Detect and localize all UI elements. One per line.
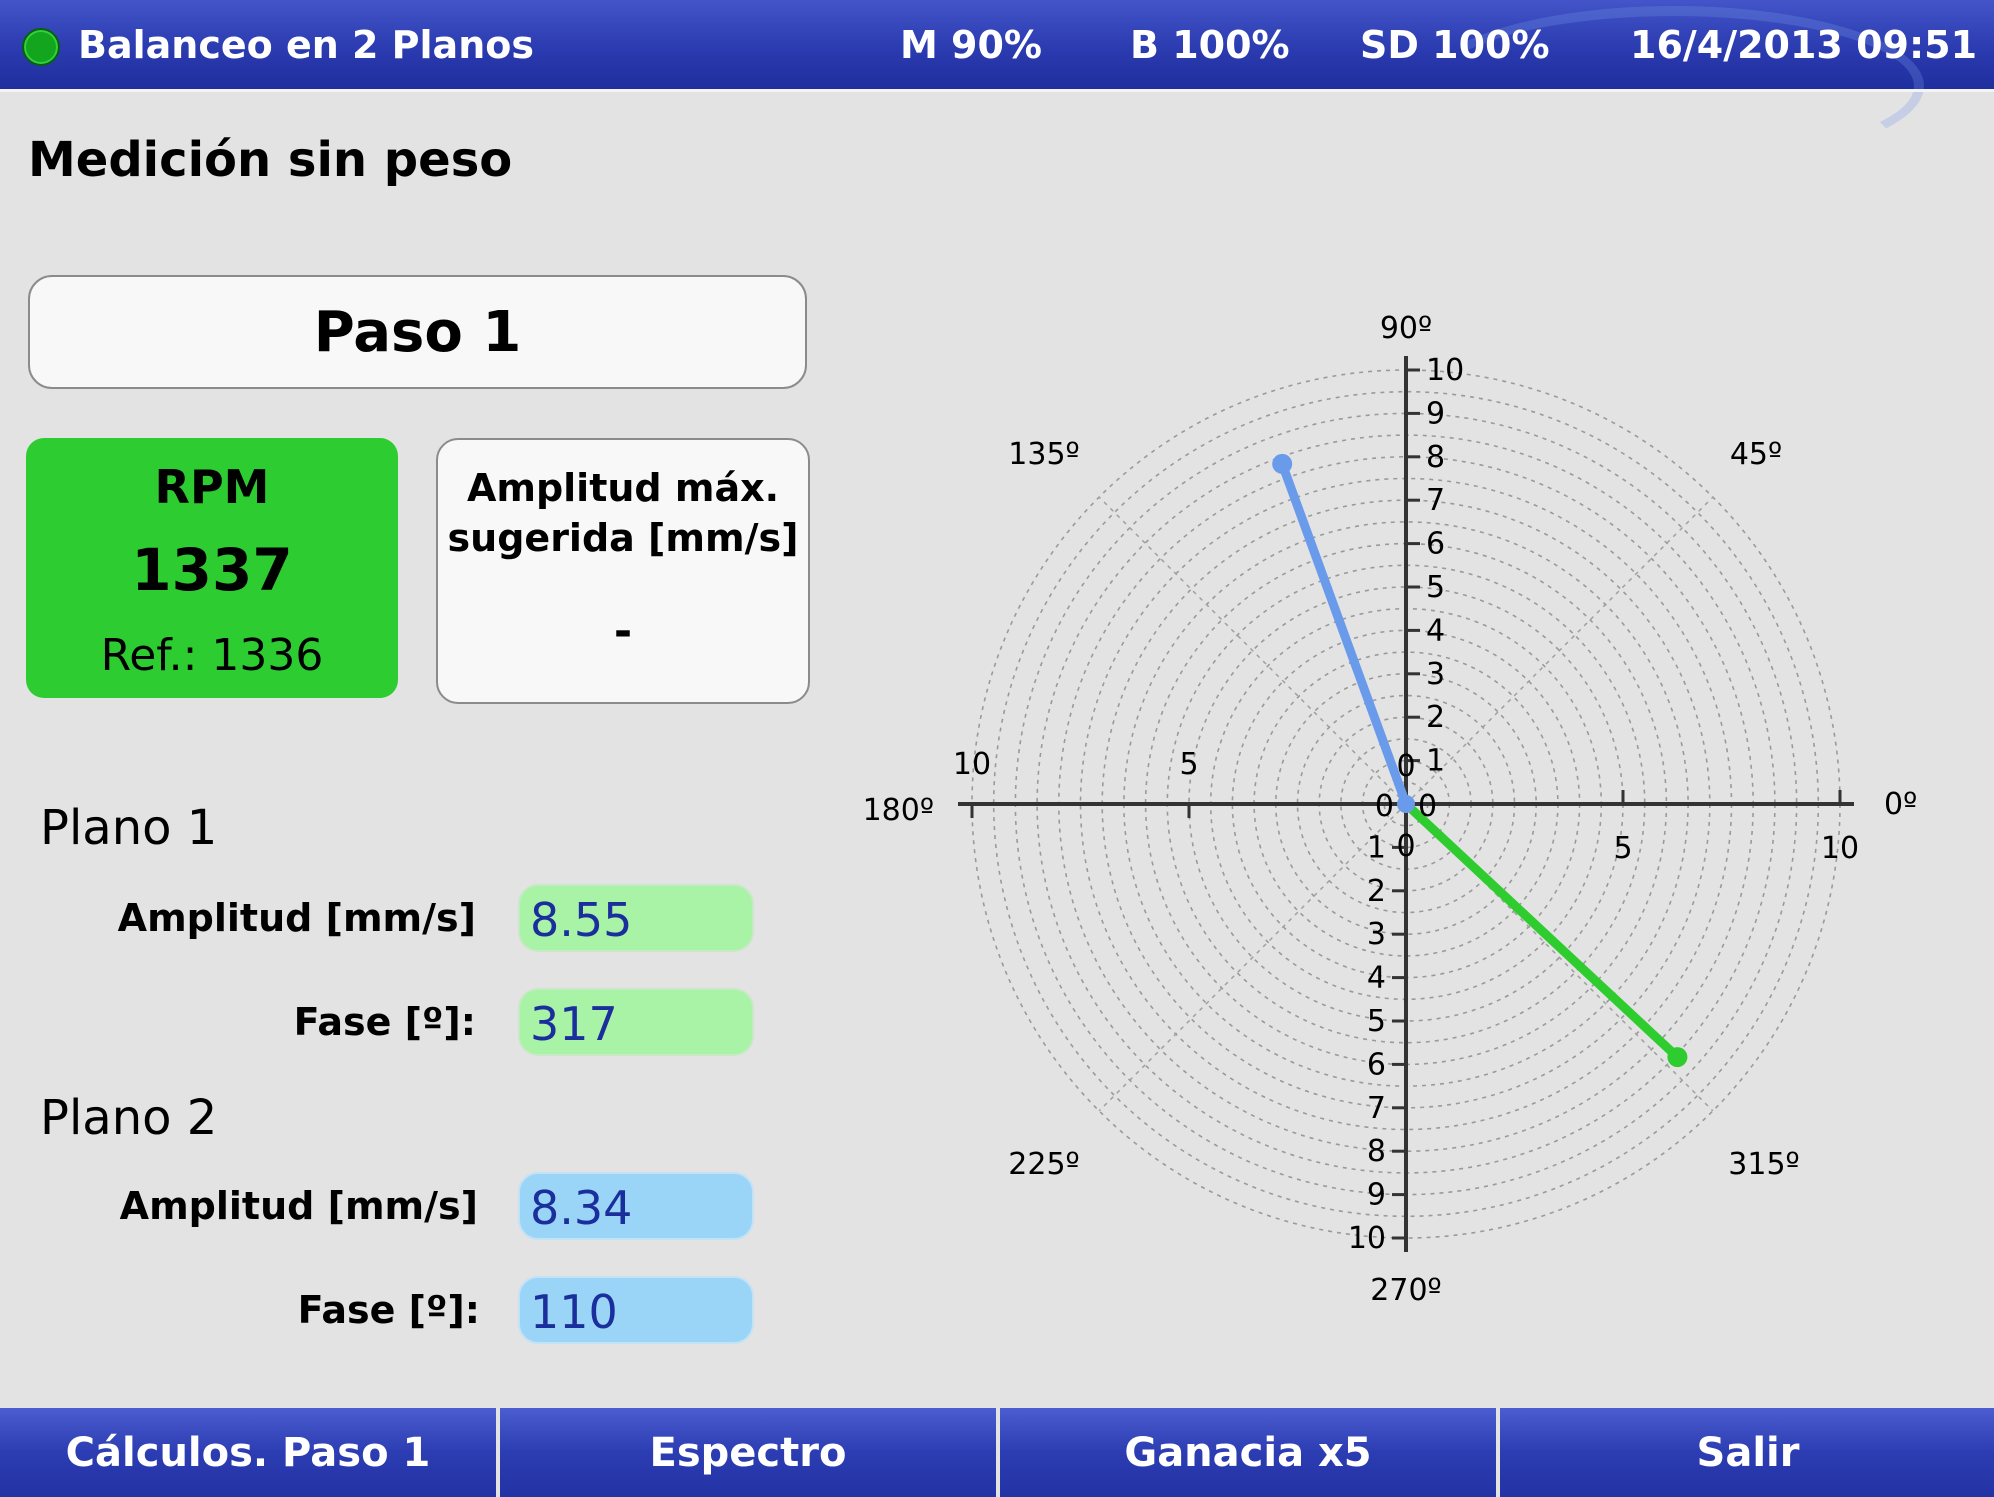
origin-tick-label: 0 xyxy=(1396,829,1415,864)
app-title: Balanceo en 2 Planos xyxy=(78,23,534,67)
vertical-tick-label: 5 xyxy=(1426,570,1445,605)
espectro-button[interactable]: Espectro xyxy=(500,1408,996,1497)
max-amplitude-label-line2: sugerida [mm/s] xyxy=(447,516,799,560)
ganancia-button[interactable]: Ganacia x5 xyxy=(1000,1408,1496,1497)
vector-line xyxy=(1277,459,1411,809)
plane2-phase-label: Fase [º]: xyxy=(297,1288,480,1332)
vertical-tick-label: 4 xyxy=(1426,613,1445,648)
vertical-tick-label: 9 xyxy=(1426,396,1445,431)
angle-label: 270º xyxy=(1370,1273,1441,1308)
vertical-tick-label: 10 xyxy=(1426,353,1464,388)
rpm-panel: RPM 1337 Ref.: 1336 xyxy=(26,438,398,698)
vector-endpoint xyxy=(1667,1047,1688,1068)
vector-endpoint xyxy=(1272,453,1293,474)
rpm-reference: Ref.: 1336 xyxy=(100,630,324,681)
status-led-icon xyxy=(22,28,60,66)
vertical-tick-label: 9 xyxy=(1367,1178,1386,1213)
vertical-tick-label: 5 xyxy=(1367,1004,1386,1039)
angle-label: 315º xyxy=(1728,1147,1799,1182)
polar-diagonal xyxy=(1405,496,1714,805)
max-amplitude-label-line1: Amplitud máx. xyxy=(466,466,780,510)
salir-button[interactable]: Salir xyxy=(1500,1408,1994,1497)
memory-status: M 90% xyxy=(900,23,1042,67)
plane2-title: Plano 2 xyxy=(40,1090,218,1146)
max-amplitude-panel: Amplitud máx. sugerida [mm/s] - xyxy=(436,438,810,704)
horizontal-tick-label: 10 xyxy=(953,747,991,782)
plane1-title: Plano 1 xyxy=(40,800,218,856)
vector-line xyxy=(1401,799,1682,1062)
max-amplitude-value: - xyxy=(613,606,633,657)
vertical-tick-label: 7 xyxy=(1426,483,1445,518)
angle-label: 90º xyxy=(1380,311,1432,346)
vertical-tick-label: 6 xyxy=(1426,527,1445,562)
plane2-amplitude-label: Amplitud [mm/s] xyxy=(119,1184,478,1228)
vertical-tick-label: 2 xyxy=(1426,700,1445,735)
vertical-tick-label: 1 xyxy=(1426,744,1445,779)
vertical-tick-label: 2 xyxy=(1367,874,1386,909)
title-bar: Balanceo en 2 Planos M 90% B 100% SD 100… xyxy=(0,0,1994,166)
vertical-tick-label: 1 xyxy=(1367,830,1386,865)
horizontal-tick-label: 5 xyxy=(1613,831,1632,866)
vertical-tick-label: 10 xyxy=(1348,1221,1386,1256)
angle-label: 135º xyxy=(1008,437,1079,472)
vertical-tick-label: 7 xyxy=(1367,1091,1386,1126)
page-title: Medición sin peso xyxy=(28,132,513,188)
rpm-value: 1337 xyxy=(131,536,293,604)
plane1-phase-label: Fase [º]: xyxy=(293,1000,476,1044)
plane1-phase-field: 317 xyxy=(518,988,754,1056)
rpm-label: RPM xyxy=(154,460,270,514)
vertical-tick-label: 4 xyxy=(1367,961,1386,996)
battery-status: B 100% xyxy=(1130,23,1290,67)
polar-vectors xyxy=(1272,453,1688,1068)
vertical-tick-label: 3 xyxy=(1367,917,1386,952)
angle-label: 180º xyxy=(863,793,934,828)
angle-label: 225º xyxy=(1008,1147,1079,1182)
vertical-tick-label: 8 xyxy=(1426,440,1445,475)
horizontal-tick-label: 10 xyxy=(1821,831,1859,866)
origin-tick-label: 0 xyxy=(1375,789,1394,824)
polar-plot: 0º 45º 90º 135º 180º 225º 270º 315º 1 1 2 2 3 3 4 4 5 5 6 6… xyxy=(863,311,1918,1308)
header-watermark xyxy=(1424,6,1924,166)
polar-labels: 0º 45º 90º 135º 180º 225º 270º 315º 1 1 2 2 3 3 4 4 5 5 6 6… xyxy=(863,311,1918,1308)
horizontal-tick-label: 5 xyxy=(1179,747,1198,782)
plane2-phase-field: 110 xyxy=(518,1276,754,1344)
origin-marker xyxy=(1397,795,1415,813)
plane1-amplitude-field: 8.55 xyxy=(518,884,754,952)
origin-tick-label: 0 xyxy=(1396,749,1415,784)
datetime: 16/4/2013 09:51 xyxy=(1630,23,1978,67)
sd-status: SD 100% xyxy=(1360,23,1550,67)
vertical-tick-label: 3 xyxy=(1426,657,1445,692)
angle-label: 45º xyxy=(1730,437,1782,472)
angle-label: 0º xyxy=(1884,787,1917,822)
origin-tick-label: 0 xyxy=(1418,789,1437,824)
plane2-amplitude-field: 8.34 xyxy=(518,1172,754,1240)
vertical-tick-label: 6 xyxy=(1367,1047,1386,1082)
calculos-paso1-button[interactable]: Cálculos. Paso 1 xyxy=(0,1408,496,1497)
polar-diagonal xyxy=(1098,803,1407,1112)
plane1-amplitude-label: Amplitud [mm/s] xyxy=(117,896,476,940)
vertical-tick-label: 8 xyxy=(1367,1134,1386,1169)
header-divider xyxy=(0,89,1994,92)
polar-diagonal xyxy=(1098,496,1407,805)
step-indicator: Paso 1 xyxy=(28,275,807,389)
